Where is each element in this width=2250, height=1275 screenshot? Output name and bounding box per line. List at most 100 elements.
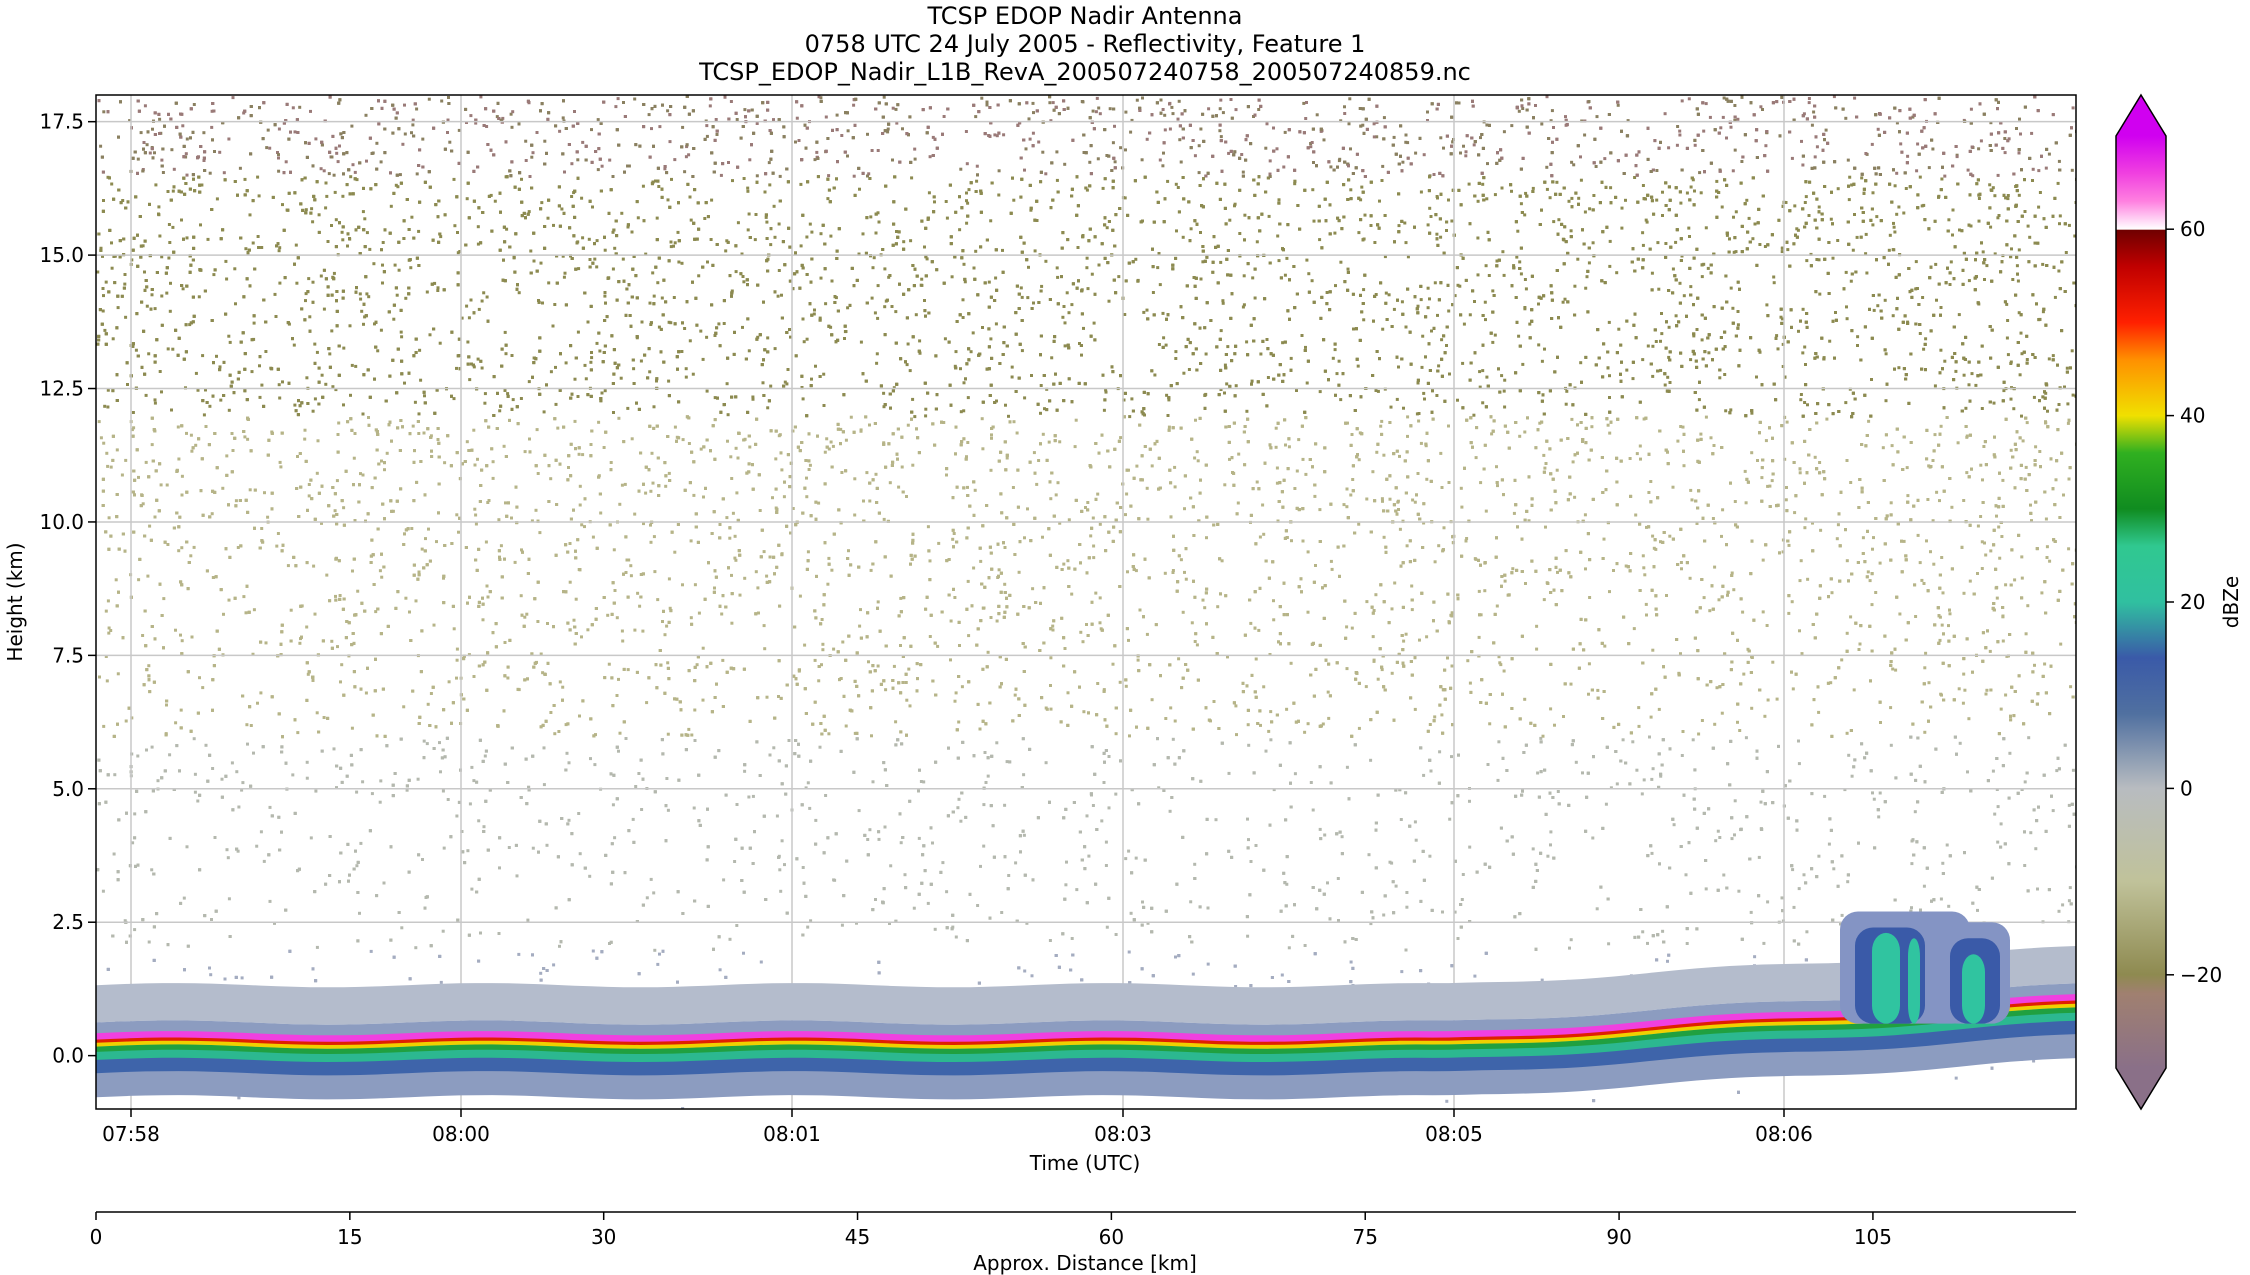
noise-pixel: [596, 118, 600, 122]
noise-pixel: [1397, 224, 1401, 228]
noise-pixel: [440, 99, 444, 103]
noise-pixel: [410, 527, 414, 530]
noise-pixel: [1119, 146, 1123, 150]
noise-pixel: [2001, 478, 2005, 482]
noise-pixel: [1579, 155, 1582, 159]
noise-pixel: [1362, 288, 1366, 292]
noise-pixel: [362, 322, 365, 326]
noise-pixel: [2025, 358, 2029, 361]
noise-pixel: [689, 616, 693, 620]
noise-pixel: [1892, 225, 1896, 229]
noise-pixel: [1226, 345, 1230, 349]
noise-pixel: [511, 398, 515, 402]
noise-pixel: [866, 132, 869, 136]
noise-pixel: [644, 252, 648, 256]
noise-pixel: [1456, 937, 1460, 940]
noise-pixel: [1124, 148, 1127, 152]
noise-pixel: [1800, 139, 1803, 143]
noise-pixel: [1371, 470, 1375, 474]
noise-pixel: [168, 241, 172, 244]
noise-pixel: [2004, 583, 2008, 587]
noise-pixel: [617, 749, 620, 753]
noise-pixel: [1951, 233, 1954, 237]
noise-pixel: [174, 721, 178, 725]
noise-pixel: [1799, 559, 1803, 563]
noise-pixel: [243, 177, 247, 181]
noise-pixel: [1803, 526, 1807, 530]
noise-pixel: [2016, 279, 2020, 283]
noise-pixel: [630, 437, 634, 441]
noise-pixel: [1168, 127, 1172, 131]
noise-pixel: [2005, 654, 2009, 658]
noise-pixel: [1364, 685, 1368, 689]
noise-pixel: [480, 366, 484, 370]
noise-pixel: [1963, 688, 1967, 692]
noise-pixel: [1899, 142, 1903, 146]
noise-pixel: [943, 337, 947, 341]
noise-pixel: [705, 124, 709, 128]
noise-pixel: [972, 566, 976, 570]
noise-pixel: [1569, 229, 1573, 233]
noise-pixel: [621, 257, 625, 261]
noise-pixel: [452, 177, 456, 181]
noise-pixel: [1561, 300, 1565, 304]
noise-pixel: [821, 648, 825, 652]
noise-pixel: [844, 438, 848, 442]
noise-pixel: [965, 162, 969, 166]
noise-pixel: [645, 896, 649, 900]
noise-pixel: [1805, 259, 1809, 263]
noise-pixel: [591, 949, 595, 953]
noise-pixel: [1419, 441, 1423, 445]
noise-pixel: [348, 324, 352, 328]
noise-pixel: [107, 626, 111, 630]
noise-pixel: [1549, 707, 1553, 711]
noise-pixel: [1682, 464, 1686, 468]
noise-pixel: [315, 711, 319, 715]
noise-pixel: [1274, 445, 1278, 449]
noise-pixel: [987, 280, 991, 284]
noise-pixel: [1097, 106, 1101, 110]
noise-pixel: [2057, 269, 2061, 273]
noise-pixel: [1957, 687, 1961, 691]
noise-pixel: [1832, 867, 1836, 871]
noise-pixel: [902, 240, 906, 244]
noise-pixel: [578, 484, 582, 488]
noise-pixel: [1733, 500, 1737, 503]
noise-pixel: [1631, 377, 1635, 381]
noise-pixel: [106, 599, 110, 603]
noise-pixel: [1801, 163, 1805, 167]
noise-pixel: [1918, 332, 1922, 335]
noise-pixel: [817, 501, 821, 505]
noise-pixel: [1938, 638, 1942, 642]
noise-pixel: [1503, 378, 1507, 382]
noise-pixel: [573, 419, 577, 423]
noise-pixel: [1428, 206, 1432, 210]
noise-pixel: [425, 742, 429, 746]
noise-pixel: [627, 164, 631, 168]
noise-pixel: [1097, 263, 1101, 267]
noise-pixel: [1420, 365, 1424, 369]
noise-pixel: [2031, 167, 2035, 171]
noise-pixel: [1867, 419, 1871, 423]
noise-pixel: [1699, 191, 1703, 195]
noise-pixel: [1085, 256, 1089, 260]
noise-pixel: [1641, 184, 1645, 187]
noise-pixel: [1847, 753, 1851, 757]
noise-pixel: [1195, 643, 1199, 647]
noise-pixel: [2033, 663, 2036, 667]
noise-pixel: [1709, 436, 1713, 440]
noise-pixel: [1879, 721, 1882, 724]
noise-pixel: [1493, 193, 1497, 197]
noise-pixel: [1277, 259, 1281, 263]
noise-pixel: [1479, 613, 1483, 617]
noise-pixel: [1929, 550, 1932, 554]
noise-pixel: [1206, 962, 1210, 966]
noise-pixel: [467, 653, 471, 657]
noise-pixel: [1671, 485, 1675, 489]
noise-pixel: [1045, 707, 1049, 711]
noise-pixel: [603, 389, 607, 393]
noise-pixel: [787, 739, 791, 742]
noise-pixel: [844, 724, 848, 728]
noise-pixel: [606, 613, 610, 617]
noise-pixel: [337, 421, 341, 425]
